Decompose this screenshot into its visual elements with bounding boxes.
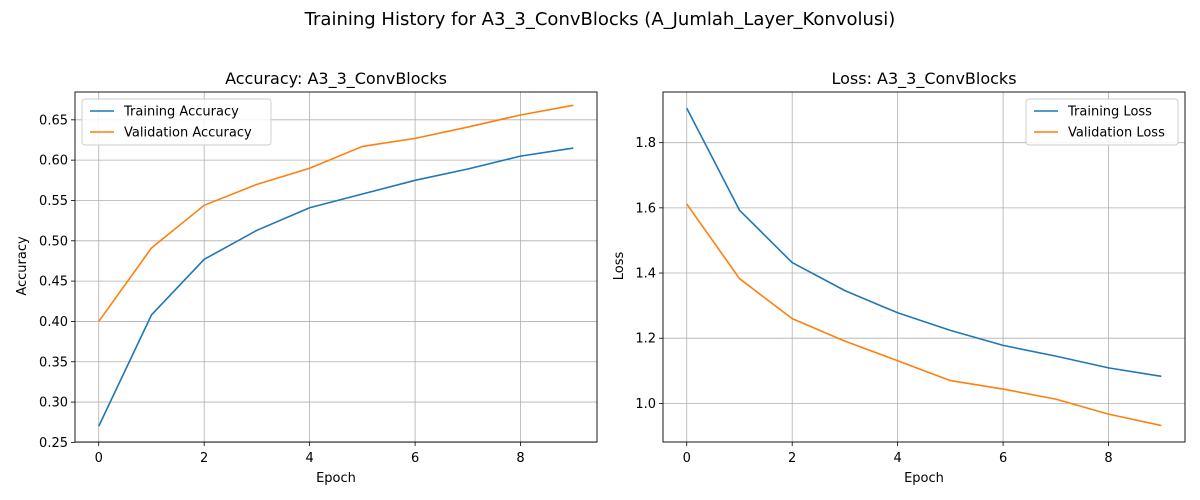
accuracy-y-tick-label: 0.60 <box>39 154 68 169</box>
accuracy-x-tick-label: 4 <box>305 451 313 466</box>
loss-chart: Loss: A3_3_ConvBlocks Epoch Loss 0 2 4 6 8 1.… <box>612 69 1186 486</box>
loss-y-tick-label: 1.6 <box>635 201 656 216</box>
loss-x-tick-label: 8 <box>1104 451 1112 466</box>
loss-legend-box <box>1025 98 1179 146</box>
loss-series-line-training <box>686 107 1162 378</box>
accuracy-chart: Accuracy: A3_3_ConvBlocks Epoch Accuracy… <box>15 69 598 486</box>
loss-chart-title: Loss: A3_3_ConvBlocks <box>831 69 1016 89</box>
accuracy-plot-frame <box>74 91 598 443</box>
loss-x-tick-label: 6 <box>999 451 1007 466</box>
accuracy-y-tick-label: 0.40 <box>39 315 68 330</box>
loss-legend-label: Validation Loss <box>1068 126 1165 141</box>
accuracy-y-tick-label: 0.35 <box>39 355 68 370</box>
accuracy-x-tick-label: 8 <box>516 451 524 466</box>
accuracy-y-tick-label: 0.55 <box>39 194 68 209</box>
accuracy-y-axis-label: Accuracy <box>15 236 30 296</box>
accuracy-x-axis-label: Epoch <box>316 471 356 486</box>
accuracy-y-tick-label: 0.45 <box>39 275 68 290</box>
accuracy-legend-label: Training Accuracy <box>123 105 239 120</box>
loss-x-tick-label: 0 <box>683 451 691 466</box>
loss-x-tick-label: 4 <box>893 451 901 466</box>
loss-x-axis-label: Epoch <box>904 471 944 486</box>
accuracy-chart-title: Accuracy: A3_3_ConvBlocks <box>225 69 447 89</box>
loss-legend-label: Training Loss <box>1067 105 1152 120</box>
accuracy-y-tick-label: 0.25 <box>39 436 68 451</box>
accuracy-legend-box <box>81 98 272 146</box>
accuracy-y-tick-label: 0.65 <box>39 113 68 128</box>
accuracy-series-line-training <box>98 147 574 427</box>
figure-suptitle: Training History for A3_3_ConvBlocks (A_… <box>304 9 896 30</box>
loss-x-tick-label: 2 <box>788 451 796 466</box>
loss-y-tick-label: 1.2 <box>635 332 656 347</box>
accuracy-y-tick-label: 0.50 <box>39 234 68 249</box>
loss-legend: Training Loss Validation Loss <box>1025 98 1179 146</box>
loss-y-axis-label: Loss <box>612 252 627 281</box>
accuracy-x-tick-label: 2 <box>200 451 208 466</box>
loss-y-tick-label: 1.8 <box>635 136 656 151</box>
loss-plot-frame <box>662 91 1186 443</box>
accuracy-x-tick-label: 6 <box>411 451 419 466</box>
loss-y-tick-label: 1.4 <box>635 267 656 282</box>
loss-y-tick-label: 1.0 <box>635 397 656 412</box>
accuracy-x-tick-label: 0 <box>95 451 103 466</box>
accuracy-series-line-validation <box>98 104 574 322</box>
accuracy-legend: Training Accuracy Validation Accuracy <box>81 98 272 146</box>
accuracy-y-tick-label: 0.30 <box>39 396 68 411</box>
loss-series-line-validation <box>686 203 1162 427</box>
accuracy-legend-label: Validation Accuracy <box>124 126 252 141</box>
